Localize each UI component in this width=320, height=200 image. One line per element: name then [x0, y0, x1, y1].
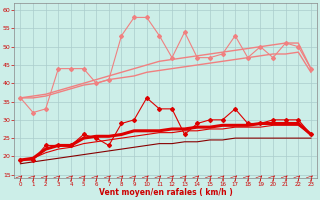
X-axis label: Vent moyen/en rafales ( km/h ): Vent moyen/en rafales ( km/h ): [99, 188, 233, 197]
